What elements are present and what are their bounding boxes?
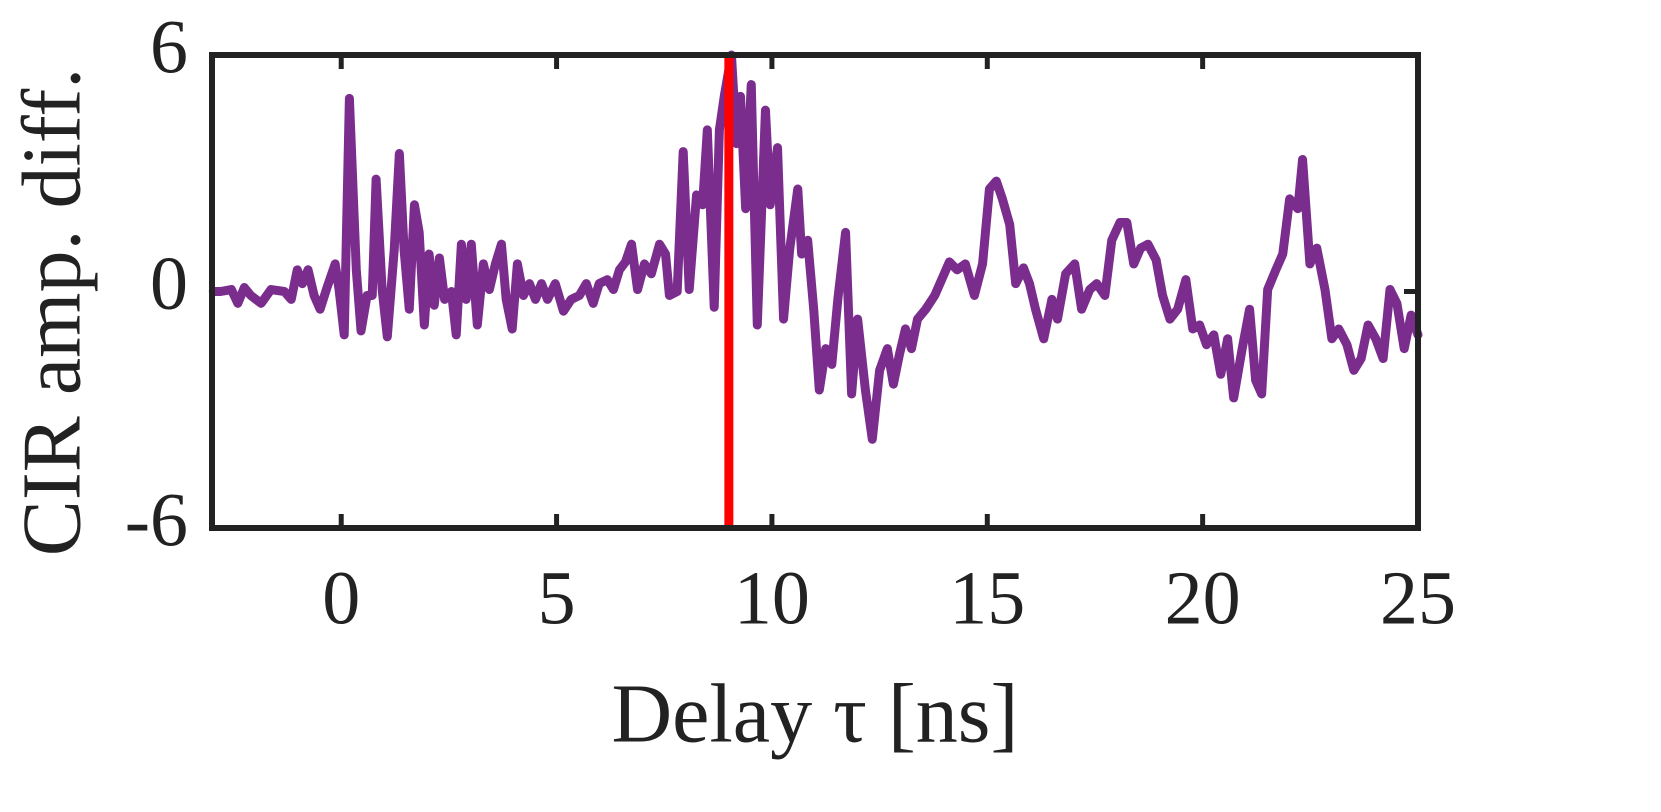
data-line (208, 50, 1423, 444)
x-tick-label: 5 (538, 556, 576, 640)
x-tick-label: 0 (322, 556, 360, 640)
x-tick-label: 15 (949, 556, 1025, 640)
y-axis-label: CIR amp. diff. (5, 68, 98, 556)
x-tick-label: 20 (1165, 556, 1241, 640)
y-tick-label: 6 (150, 5, 188, 89)
plot-frame (209, 52, 1421, 531)
x-tick-label: 25 (1380, 556, 1456, 640)
x-axis-label: Delay τ [ns] (612, 667, 1019, 760)
y-tick-label: -6 (125, 478, 188, 562)
x-tick-label: 10 (734, 556, 810, 640)
y-tick-label: 0 (150, 242, 188, 326)
